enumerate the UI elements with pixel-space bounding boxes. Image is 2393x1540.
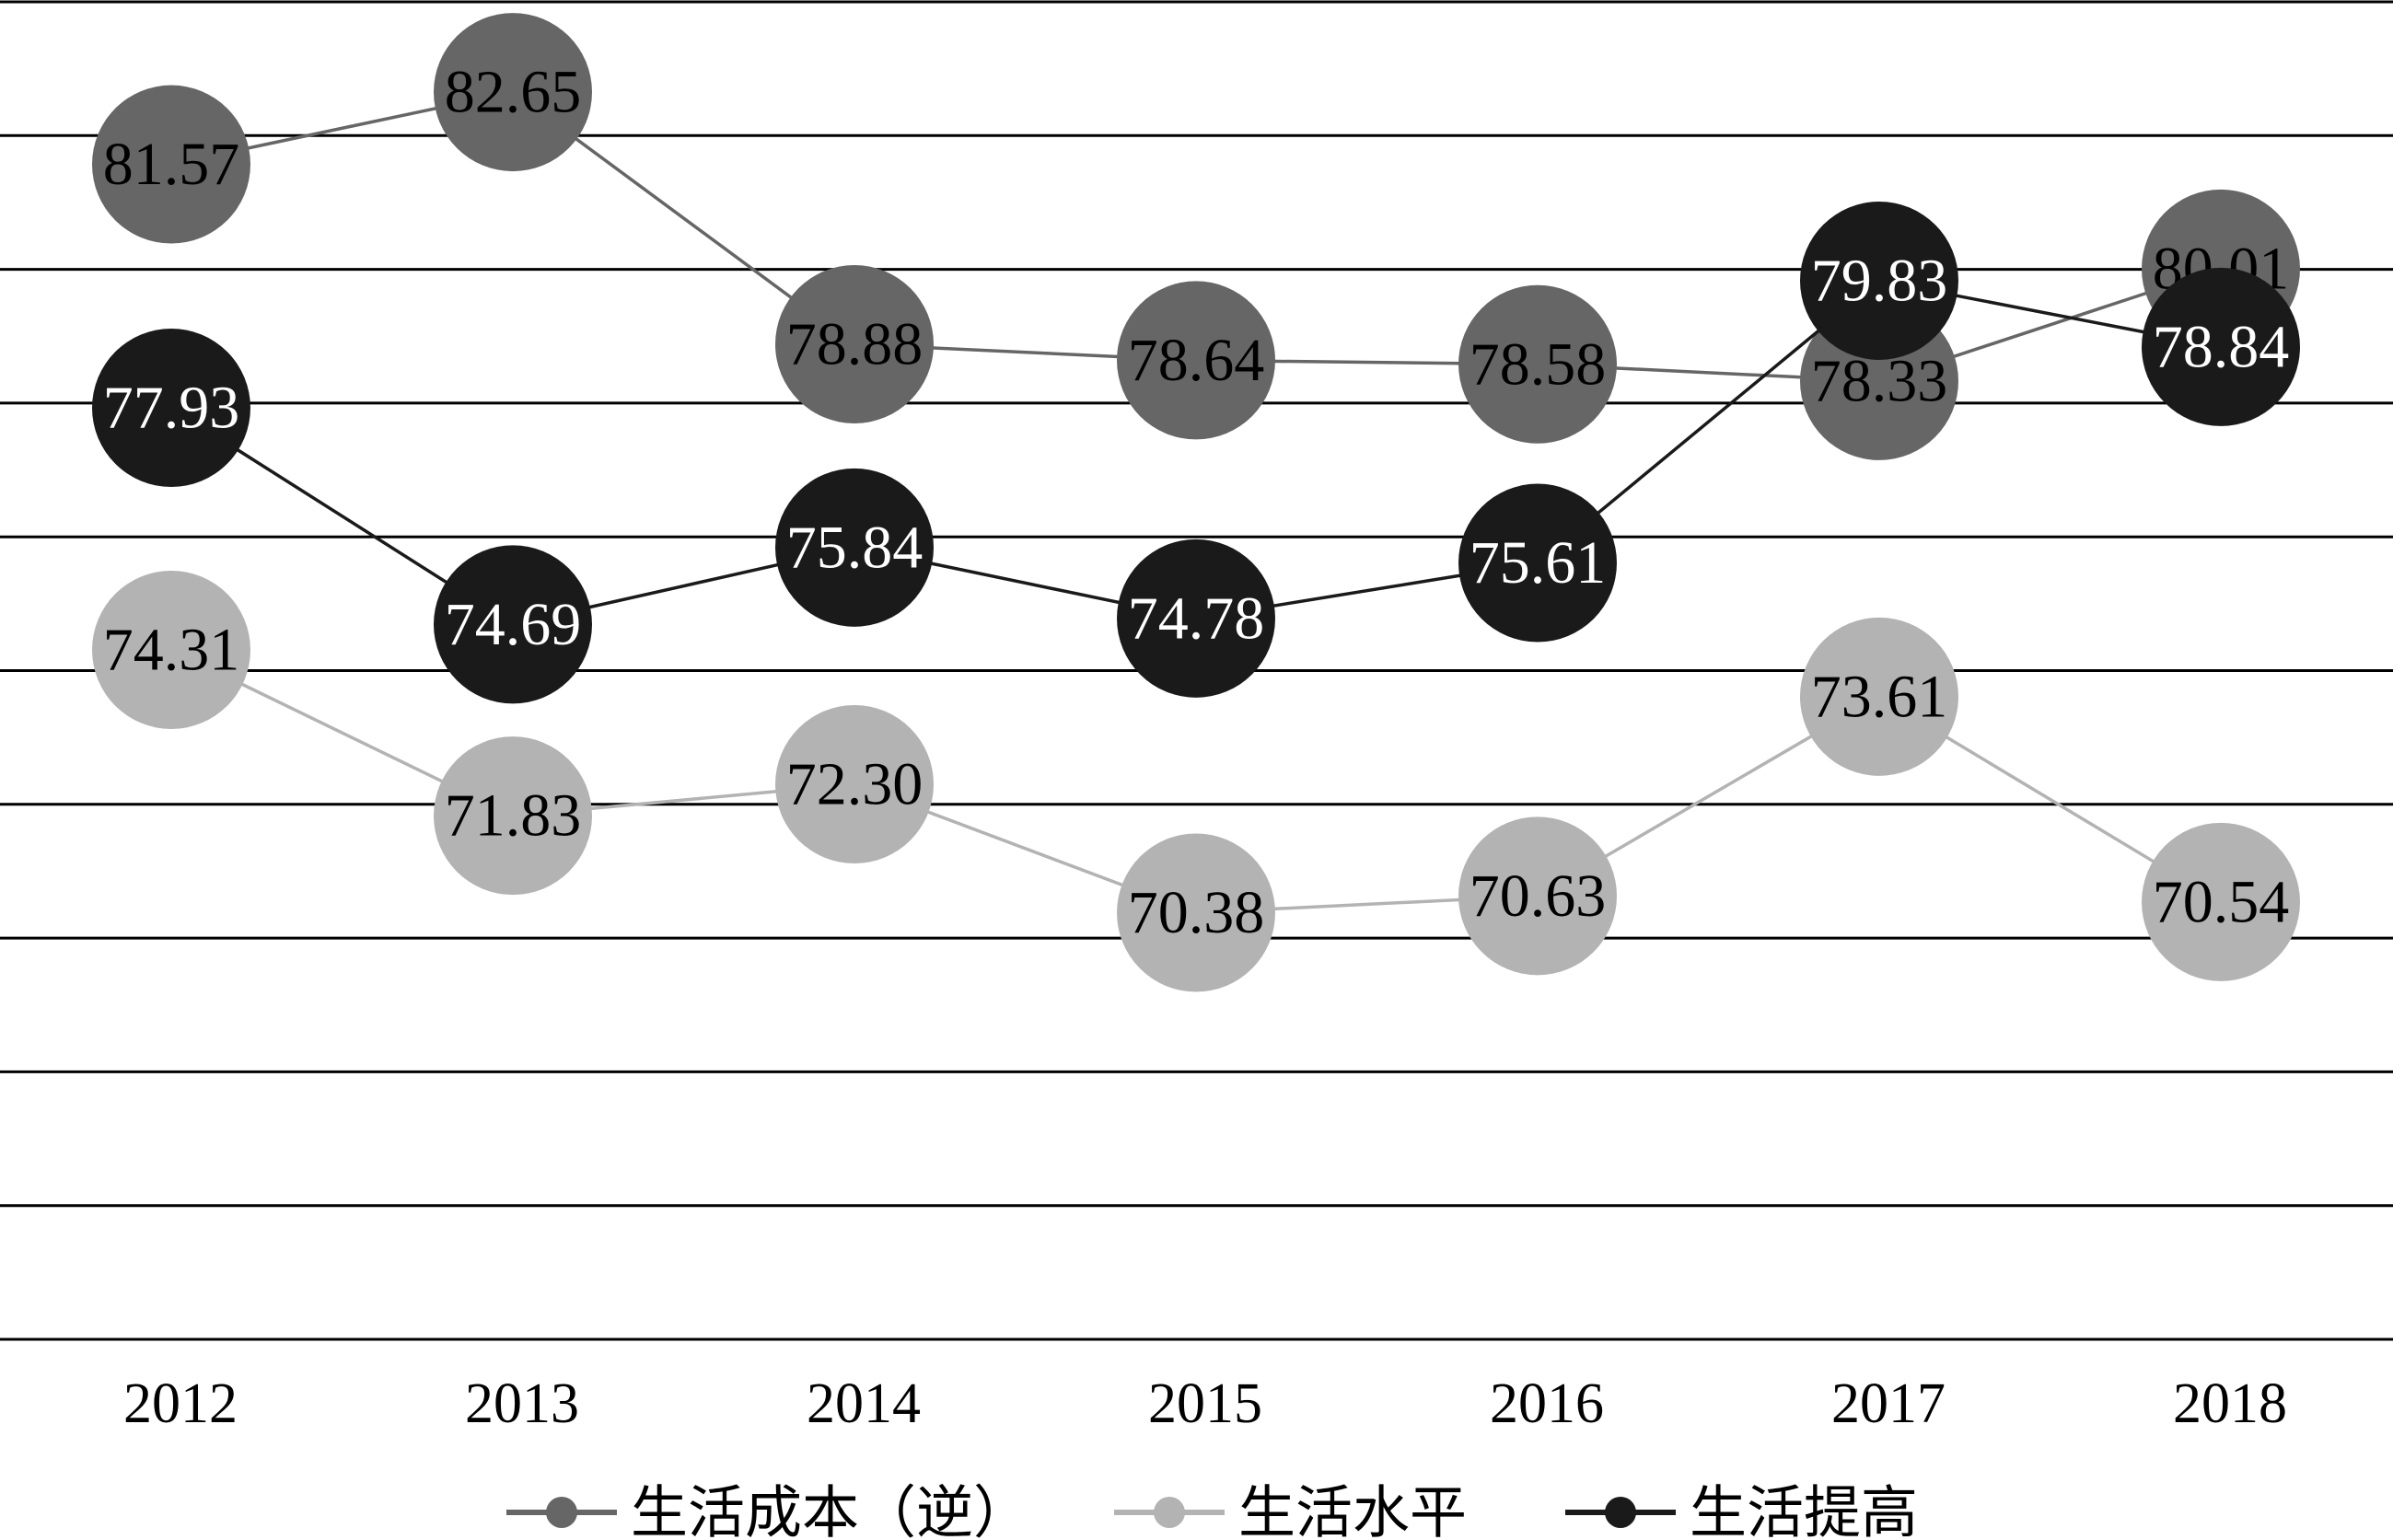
x-tick-label: 2016 [1490, 1372, 1604, 1435]
legend-marker-icon [546, 1497, 577, 1528]
legend-marker-icon [1605, 1497, 1636, 1528]
data-label: 70.38 [1128, 879, 1265, 946]
data-point [434, 545, 592, 704]
data-label: 78.64 [1128, 327, 1265, 394]
x-tick-label: 2017 [1831, 1372, 1946, 1435]
data-point [2142, 267, 2300, 426]
data-label: 74.31 [103, 616, 240, 683]
data-label: 70.63 [1469, 863, 1607, 930]
series-group: 81.5782.6578.8878.6478.5878.3380.0174.31… [92, 13, 2300, 992]
data-point [1800, 617, 1958, 776]
legend: 生活成本（逆） 生活水平 生活提高 [506, 1479, 1918, 1540]
data-point [1117, 833, 1275, 992]
x-tick-label: 2012 [123, 1372, 238, 1435]
data-label: 70.54 [2153, 868, 2290, 935]
legend-label: 生活成本（逆） [631, 1479, 1030, 1540]
data-label: 74.78 [1128, 585, 1265, 652]
data-point [434, 736, 592, 896]
data-label: 78.58 [1469, 330, 1607, 398]
series-2: 74.31 71.83 72.30 70.38 70.63 73.61 70.54 [92, 570, 2300, 992]
data-label: 78.84 [2153, 313, 2290, 380]
data-point [92, 85, 250, 244]
data-point [1117, 281, 1275, 440]
data-label: 79.83 [1811, 247, 1948, 314]
legend-marker-icon [1154, 1497, 1185, 1528]
x-tick-label: 2018 [2173, 1372, 2287, 1435]
data-point [775, 264, 934, 423]
data-point [434, 13, 592, 172]
data-point [1117, 538, 1275, 698]
data-point [2142, 822, 2300, 981]
x-tick-label: 2015 [1148, 1372, 1262, 1435]
x-tick-label: 2013 [465, 1372, 579, 1435]
data-label: 75.61 [1469, 529, 1607, 596]
data-point [92, 328, 250, 487]
data-point [92, 570, 250, 729]
data-point [1458, 483, 1617, 643]
data-label: 74.69 [445, 591, 582, 658]
data-label: 75.84 [786, 514, 924, 581]
data-label: 81.57 [103, 131, 240, 198]
data-point [1458, 284, 1617, 444]
legend-label: 生活水平 [1238, 1479, 1467, 1540]
data-label: 71.83 [445, 782, 582, 850]
data-label: 78.88 [786, 310, 924, 377]
data-point [1458, 816, 1617, 976]
data-label: 82.65 [445, 59, 582, 126]
data-label: 72.30 [786, 751, 924, 818]
data-label: 77.93 [103, 374, 240, 441]
data-point [1800, 201, 1958, 360]
legend-label: 生活提高 [1690, 1479, 1918, 1540]
data-point [775, 705, 934, 864]
x-tick-label: 2014 [807, 1372, 921, 1435]
series-3: 77.93 74.69 75.84 74.78 75.61 79.83 78.84 [92, 201, 2300, 704]
x-axis-ticks: 2012 2013 2014 2015 2016 2017 2018 [123, 1372, 2287, 1435]
data-label: 73.61 [1811, 663, 1948, 730]
data-point [775, 468, 934, 627]
